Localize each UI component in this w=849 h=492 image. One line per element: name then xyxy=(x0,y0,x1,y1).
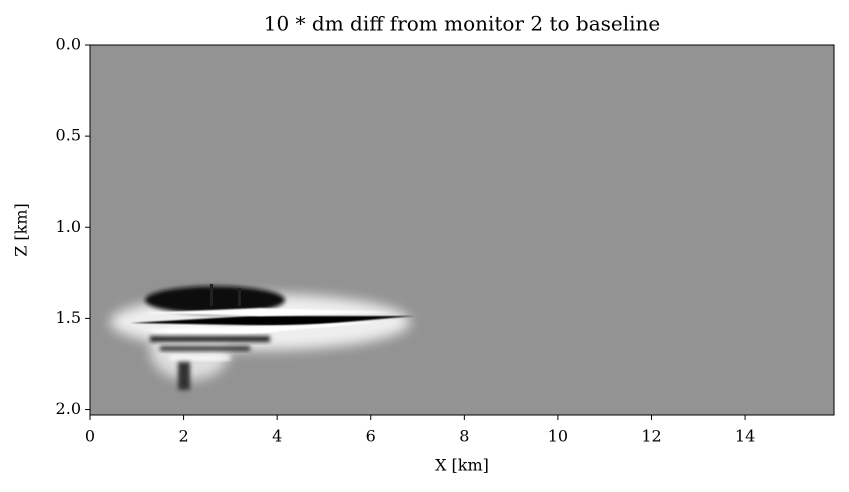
x-axis-label: X [km] xyxy=(435,456,489,475)
plot-frame xyxy=(89,44,835,416)
anomaly xyxy=(110,284,415,390)
x-tick-label: 6 xyxy=(366,427,376,446)
y-tick-label: 0.0 xyxy=(56,35,81,54)
x-tick-label: 14 xyxy=(735,427,755,446)
y-tick-label: 1.5 xyxy=(56,308,81,327)
y-axis-label: Z [km] xyxy=(12,203,31,257)
x-tick-label: 12 xyxy=(641,427,661,446)
x-tick-label: 10 xyxy=(548,427,568,446)
x-tick-label: 8 xyxy=(459,427,469,446)
chart-title: 10 * dm diff from monitor 2 to baseline xyxy=(264,12,661,36)
x-tick-label: 4 xyxy=(272,427,282,446)
y-tick-label: 1.0 xyxy=(56,217,81,236)
x-tick-label: 2 xyxy=(178,427,188,446)
y-tick-label: 0.5 xyxy=(56,126,81,145)
y-tick-label: 2.0 xyxy=(56,399,81,418)
x-tick-label: 0 xyxy=(85,427,95,446)
